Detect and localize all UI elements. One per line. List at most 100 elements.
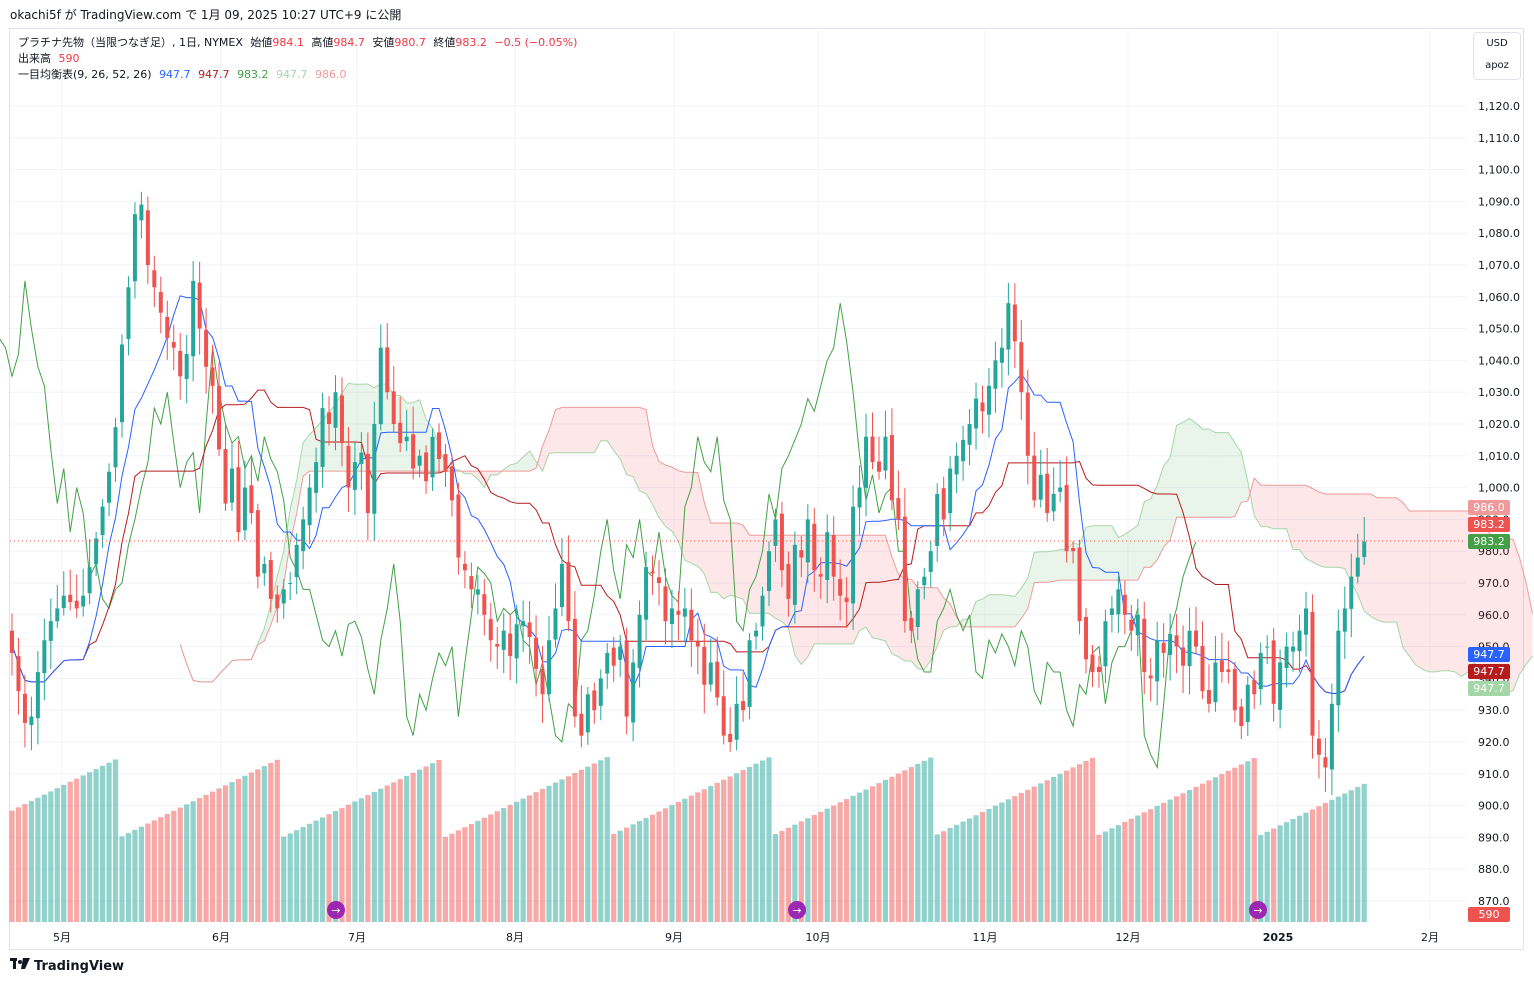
candle-body — [1316, 738, 1321, 755]
tradingview-logo[interactable]: TradingView — [10, 958, 124, 974]
candle-body — [35, 672, 40, 719]
candle-body — [171, 341, 176, 348]
candle-body — [482, 594, 487, 615]
candle-body — [456, 494, 461, 558]
volume-bar — [358, 798, 364, 922]
volume-bar — [1018, 792, 1024, 922]
candle-body — [42, 640, 47, 674]
volume-bar — [740, 770, 746, 922]
publish-info: okachi5f が TradingView.com で 1月 09, 2025… — [10, 8, 402, 22]
volume-bar — [585, 766, 591, 922]
volume-bar — [649, 814, 656, 922]
candle-body — [204, 329, 209, 367]
candle-body — [191, 280, 196, 357]
candle-body — [1006, 303, 1011, 350]
volume-bar — [404, 775, 410, 922]
candle-body — [81, 595, 86, 607]
candle-body — [1142, 618, 1147, 673]
candle-body — [352, 462, 357, 490]
volume-bar — [488, 814, 494, 922]
candle-body — [1252, 680, 1257, 695]
kumo-cloud-segment — [943, 597, 951, 631]
candle-body — [1336, 630, 1341, 706]
volume-bar — [222, 785, 229, 922]
currency-code[interactable]: USD — [1486, 38, 1508, 49]
volume-bar — [1348, 790, 1354, 922]
candle-body — [896, 498, 901, 520]
candle-body — [10, 630, 14, 653]
volume-bar — [1277, 825, 1283, 922]
volume-bar — [151, 820, 157, 922]
candle-body — [663, 586, 668, 622]
close-value: 983.2 — [455, 36, 487, 49]
candle-body — [249, 485, 254, 514]
volume-bar — [1012, 796, 1018, 922]
volume-bar — [1316, 806, 1322, 922]
scale-mode[interactable]: apoz — [1485, 60, 1509, 71]
x-tick-label: 2025 — [1263, 931, 1294, 944]
kumo-cloud-segment — [1435, 511, 1442, 672]
volume-bar — [391, 782, 397, 922]
price-badge-bg — [1468, 500, 1510, 515]
price-badge-bg — [1468, 517, 1510, 532]
candle-body — [786, 563, 791, 599]
volume-bar — [209, 791, 216, 922]
kumo-cloud-segment — [1137, 501, 1145, 581]
volume-bar — [1180, 793, 1186, 922]
volume-bar — [688, 795, 694, 922]
candle-body — [55, 608, 60, 622]
candle-body — [268, 560, 273, 599]
volume-bar — [617, 830, 623, 922]
volume-bar — [604, 757, 610, 922]
candle-body — [534, 637, 539, 669]
candle-body — [857, 487, 862, 508]
y-tick-label: 1,000.0 — [1478, 482, 1520, 495]
kumo-cloud-segment — [652, 445, 659, 518]
kumo-cloud-segment — [723, 523, 731, 599]
volume-bar — [15, 807, 22, 922]
kumo-cloud-segment — [574, 407, 582, 453]
event-marker-icon — [1249, 901, 1267, 919]
candle-body — [1232, 668, 1237, 711]
candle-body — [61, 595, 66, 609]
volume-bar — [423, 766, 429, 922]
candle-body — [566, 562, 571, 622]
candle-body — [74, 600, 79, 609]
candle-body — [236, 467, 241, 533]
x-tick-label: 7月 — [348, 931, 366, 944]
volume-bar — [132, 829, 138, 922]
volume-bar — [190, 801, 196, 922]
volume-bar — [294, 830, 300, 922]
volume-bar — [287, 833, 293, 922]
kumo-cloud-segment — [1027, 552, 1035, 609]
volume-bar — [365, 795, 371, 922]
volume-bar — [164, 813, 170, 922]
kumo-cloud-segment — [1448, 511, 1455, 672]
price-badge: 983.2 — [1468, 534, 1510, 549]
kumo-cloud-segment — [859, 535, 867, 631]
candle-body — [1304, 608, 1308, 635]
volume-bar — [708, 786, 714, 922]
y-tick-label: 930.0 — [1478, 704, 1510, 717]
volume-bar — [1167, 799, 1173, 922]
volume-bar — [1264, 831, 1270, 922]
volume-bar — [1154, 805, 1160, 922]
candle-body — [1291, 646, 1296, 652]
candle-body — [650, 571, 655, 574]
volume-bar — [785, 827, 791, 922]
kumo-cloud-segment — [1001, 594, 1009, 627]
chikou-value: 983.2 — [237, 68, 269, 81]
candle-body — [514, 624, 519, 659]
y-tick-label: 1,020.0 — [1478, 418, 1520, 431]
kumo-cloud-segment — [633, 407, 640, 491]
candle-body — [411, 434, 416, 469]
currency-selector[interactable]: USD apoz — [1473, 32, 1521, 80]
candle-body — [721, 696, 726, 736]
candle-body — [1038, 474, 1043, 500]
x-tick-label: 11月 — [973, 931, 998, 944]
kumo-cloud-segment — [717, 523, 724, 599]
volume-bar — [1238, 764, 1244, 922]
kumo-cloud-segment — [626, 407, 634, 477]
volume-bar — [1057, 773, 1063, 922]
